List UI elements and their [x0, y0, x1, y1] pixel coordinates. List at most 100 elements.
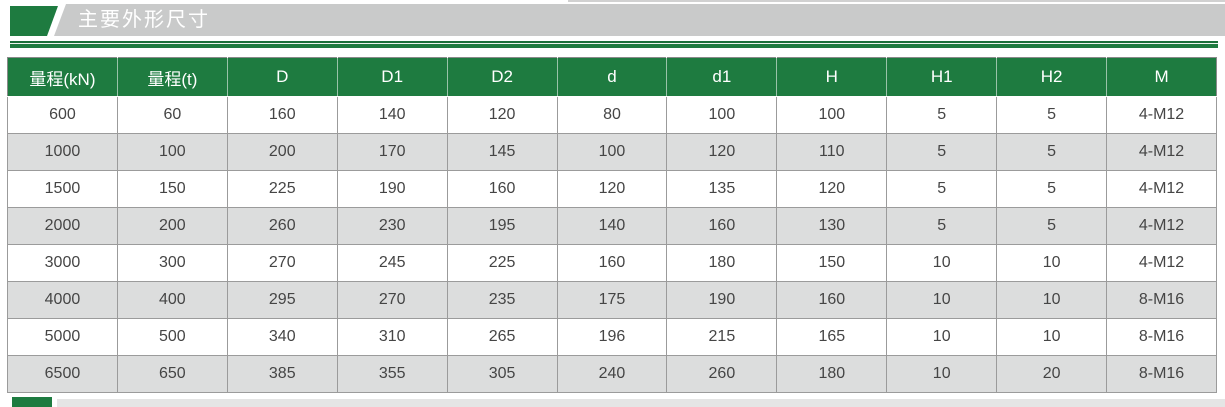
- table-cell: 100: [116, 133, 228, 171]
- table-cell: 10: [886, 244, 998, 282]
- table-cell: 160: [556, 244, 668, 282]
- table-cell: 305: [446, 355, 558, 393]
- table-cell: 190: [666, 281, 778, 319]
- table-cell: 100: [776, 96, 888, 134]
- table-cell: 5: [886, 96, 998, 134]
- next-section-marker: [12, 397, 52, 407]
- table-cell: 225: [226, 170, 338, 208]
- table-cell: 160: [666, 207, 778, 245]
- table-cell: 10: [886, 318, 998, 356]
- table-cell: 20: [996, 355, 1108, 393]
- table-cell: 260: [226, 207, 338, 245]
- table-cell: 120: [776, 170, 888, 208]
- table-cell: 160: [226, 96, 338, 134]
- column-header: H1: [886, 57, 997, 97]
- table-cell: 270: [226, 244, 338, 282]
- table-header-row: 量程(kN) 量程(t) D D1 D2 d d1 H H1 H2 M: [7, 57, 1217, 97]
- table-cell: 200: [116, 207, 228, 245]
- table-cell: 1500: [7, 170, 118, 208]
- table-cell: 10: [886, 281, 998, 319]
- table-cell: 260: [666, 355, 778, 393]
- table-cell: 265: [446, 318, 558, 356]
- section-header-band: [54, 4, 1225, 36]
- table-cell: 225: [446, 244, 558, 282]
- table-cell: 200: [226, 133, 338, 171]
- table-cell: 230: [336, 207, 448, 245]
- table-row: 600 60 160 140 120 80 100 100 5 5 4-M12: [7, 96, 1217, 134]
- table-cell: 650: [116, 355, 228, 393]
- column-header: H2: [996, 57, 1107, 97]
- divider-rule: [10, 41, 1218, 48]
- table-cell: 5: [996, 96, 1108, 134]
- table-cell: 145: [446, 133, 558, 171]
- top-edge-line: [568, 0, 1225, 2]
- table-cell: 5: [996, 207, 1108, 245]
- table-cell: 8-M16: [1106, 318, 1217, 356]
- table-cell: 8-M16: [1106, 281, 1217, 319]
- section-header: 主要外形尺寸: [0, 4, 1225, 36]
- table-cell: 160: [776, 281, 888, 319]
- table-cell: 240: [556, 355, 668, 393]
- table-cell: 196: [556, 318, 668, 356]
- table-cell: 400: [116, 281, 228, 319]
- table-cell: 130: [776, 207, 888, 245]
- column-header: d: [556, 57, 667, 97]
- table-cell: 135: [666, 170, 778, 208]
- column-header: 量程(t): [116, 57, 228, 97]
- table-header: 量程(kN) 量程(t) D D1 D2 d d1 H H1 H2 M: [7, 57, 1217, 97]
- table-cell: 10: [886, 355, 998, 393]
- table-row: 4000 400 295 270 235 175 190 160 10 10 8-M16: [7, 281, 1217, 319]
- table-cell: 235: [446, 281, 558, 319]
- table-cell: 120: [446, 96, 558, 134]
- table-cell: 5: [886, 207, 998, 245]
- table-cell: 600: [7, 96, 118, 134]
- table-cell: 175: [556, 281, 668, 319]
- table-cell: 8-M16: [1106, 355, 1217, 393]
- table-cell: 4-M12: [1106, 207, 1217, 245]
- table-cell: 215: [666, 318, 778, 356]
- table-cell: 120: [556, 170, 668, 208]
- column-header: d1: [666, 57, 777, 97]
- table-cell: 1000: [7, 133, 118, 171]
- section-header-marker: [10, 6, 58, 36]
- table-cell: 385: [226, 355, 338, 393]
- table-cell: 4000: [7, 281, 118, 319]
- table-cell: 80: [556, 96, 668, 134]
- column-header: 量程(kN): [7, 57, 118, 97]
- section-title: 主要外形尺寸: [78, 9, 210, 31]
- table-row: 1500 150 225 190 160 120 135 120 5 5 4-M12: [7, 170, 1217, 208]
- table-cell: 100: [666, 96, 778, 134]
- table-cell: 5000: [7, 318, 118, 356]
- dimensions-table: 量程(kN) 量程(t) D D1 D2 d d1 H H1 H2 M 600 60 160 140 120…: [7, 57, 1217, 393]
- table-cell: 5: [886, 170, 998, 208]
- table-cell: 100: [556, 133, 668, 171]
- table-cell: 4-M12: [1106, 96, 1217, 134]
- table-cell: 10: [996, 281, 1108, 319]
- column-header: D1: [336, 57, 448, 97]
- table-cell: 195: [446, 207, 558, 245]
- column-header: M: [1106, 57, 1217, 97]
- table-cell: 355: [336, 355, 448, 393]
- table-cell: 180: [666, 244, 778, 282]
- table-cell: 160: [446, 170, 558, 208]
- table-cell: 190: [336, 170, 448, 208]
- table-body: 600 60 160 140 120 80 100 100 5 5 4-M12 1000 100 200 1…: [7, 96, 1217, 393]
- table-cell: 4-M12: [1106, 170, 1217, 208]
- table-cell: 295: [226, 281, 338, 319]
- table-row: 3000 300 270 245 225 160 180 150 10 10 4-M12: [7, 244, 1217, 282]
- table-row: 5000 500 340 310 265 196 215 165 10 10 8-M16: [7, 318, 1217, 356]
- table-cell: 110: [776, 133, 888, 171]
- table-cell: 5: [996, 133, 1108, 171]
- table-cell: 4-M12: [1106, 244, 1217, 282]
- column-header: D: [226, 57, 338, 97]
- table-row: 1000 100 200 170 145 100 120 110 5 5 4-M12: [7, 133, 1217, 171]
- table-cell: 2000: [7, 207, 118, 245]
- table-cell: 3000: [7, 244, 118, 282]
- table-cell: 165: [776, 318, 888, 356]
- column-header: D2: [446, 57, 558, 97]
- table-cell: 500: [116, 318, 228, 356]
- table-cell: 120: [666, 133, 778, 171]
- table-cell: 60: [116, 96, 228, 134]
- table-cell: 300: [116, 244, 228, 282]
